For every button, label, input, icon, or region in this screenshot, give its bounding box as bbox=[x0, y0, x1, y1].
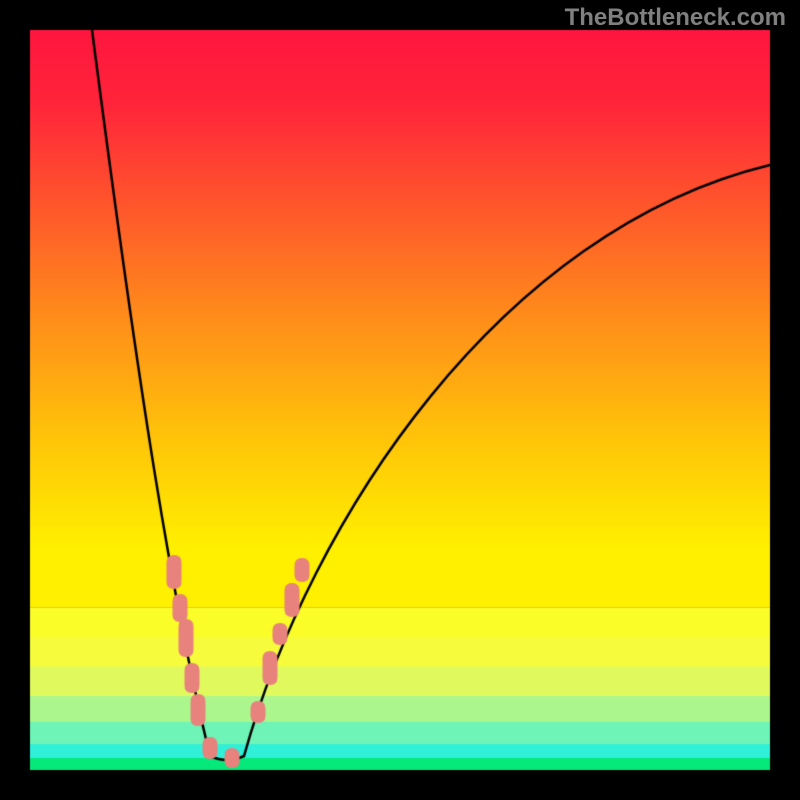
bottleneck-chart bbox=[0, 0, 800, 800]
watermark-text: TheBottleneck.com bbox=[565, 4, 786, 32]
